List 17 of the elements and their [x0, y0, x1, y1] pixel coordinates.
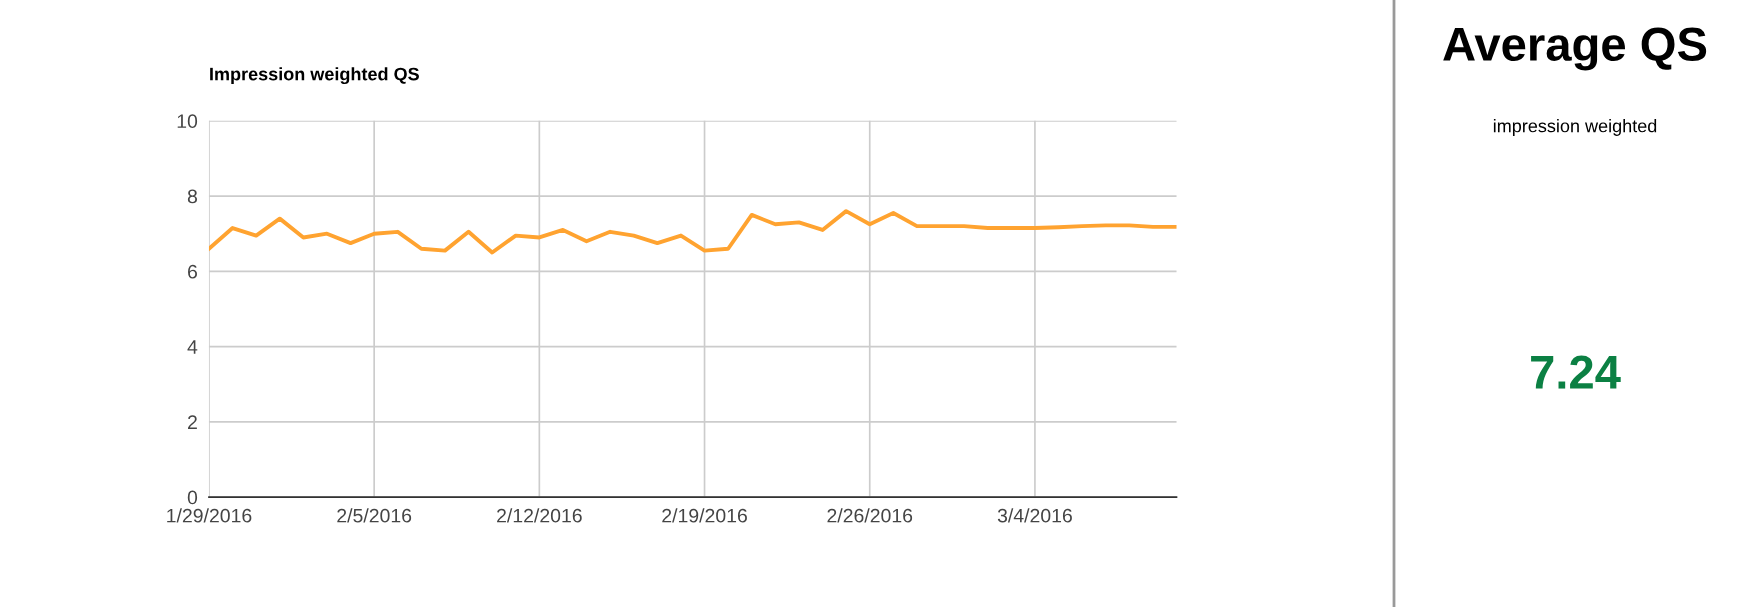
x-tick-label: 3/4/2016 [997, 508, 1072, 523]
x-tick-label: 1/29/2016 [167, 508, 252, 523]
text: 7.24 [1531, 355, 1621, 389]
y-tick-label: 8 [187, 189, 198, 204]
y-tick-label: 4 [187, 340, 198, 354]
y-tick-label: 0 [187, 490, 198, 505]
line-series [208, 209, 1177, 255]
y-tick-label: 2 [188, 415, 197, 429]
x-tick-label: 2/26/2016 [827, 508, 913, 523]
x-tick-label: 2/19/2016 [662, 508, 747, 523]
x-tick-label: 2/12/2016 [497, 508, 582, 523]
y-tick-label: 10 [177, 114, 198, 129]
x-tick-label: 2/5/2016 [337, 508, 412, 523]
text: Average QS [1443, 27, 1707, 71]
y-tick-label: 6 [188, 264, 197, 279]
chart-title: Impression weighted QS [210, 67, 419, 85]
text: impression weighted [1493, 119, 1657, 136]
